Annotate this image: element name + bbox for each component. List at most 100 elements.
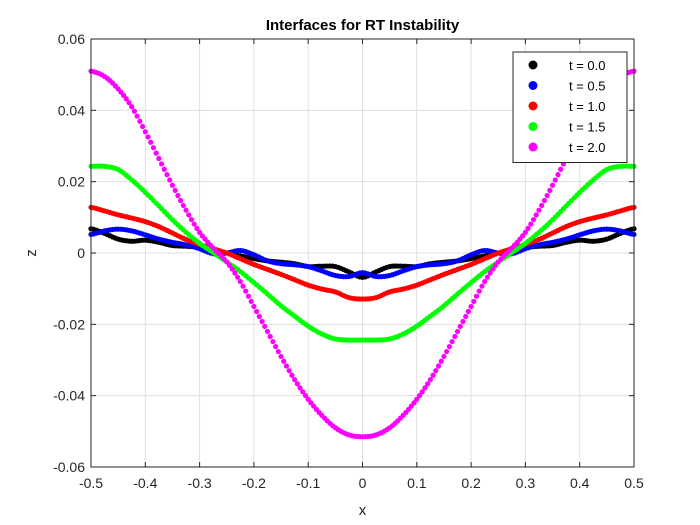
series-point: [188, 216, 195, 223]
series-point: [156, 155, 162, 162]
y-tick-label: 0: [77, 245, 85, 261]
series-point: [416, 392, 423, 399]
y-tick-label: -0.04: [53, 388, 85, 404]
series-point: [158, 161, 165, 167]
chart-title: Interfaces for RT Instability: [266, 17, 460, 34]
series-point: [232, 270, 238, 276]
x-tick-label: 0.5: [624, 475, 644, 491]
series-point: [294, 381, 300, 387]
series-point: [145, 134, 151, 140]
series-point: [476, 288, 482, 294]
series-point: [243, 288, 249, 294]
x-tick-label: 0.3: [516, 475, 536, 491]
series-point: [264, 328, 271, 335]
legend-entry: t = 1.5: [569, 120, 606, 135]
series-point: [153, 150, 159, 156]
series-point: [487, 270, 493, 276]
series-point: [452, 333, 458, 340]
series-point: [430, 372, 436, 378]
series-point: [131, 108, 138, 114]
series-point: [278, 353, 284, 360]
series-point: [273, 343, 279, 350]
series-point: [191, 221, 197, 227]
series-point: [267, 333, 273, 340]
legend-marker: [528, 101, 538, 111]
series-point: [444, 348, 450, 355]
series-point: [251, 303, 257, 310]
series-point: [528, 221, 534, 227]
series-point: [186, 212, 192, 218]
series-point: [419, 389, 425, 395]
series-point: [240, 283, 246, 289]
series-point: [446, 343, 452, 350]
y-tick-label: 0.02: [58, 174, 85, 190]
series-point: [248, 298, 254, 305]
y-tick-label: -0.06: [53, 459, 85, 475]
x-axis: -0.5 -0.4 -0.3 -0.2 -0.1 0 0.1 0.2 0.3 0.4 0.5: [79, 39, 644, 491]
series-point: [302, 392, 309, 399]
series-point: [300, 389, 306, 395]
series-point: [544, 192, 550, 199]
series-point: [235, 274, 241, 280]
series-point: [229, 266, 235, 272]
series-point: [520, 233, 526, 239]
series-point: [254, 308, 260, 315]
legend: t = 0.0 t = 0.5 t = 1.0 t = 1.5 t = 2.0: [512, 51, 628, 163]
legend-entry: t = 2.0: [569, 140, 606, 155]
series-point: [177, 197, 184, 204]
series-point: [490, 266, 496, 272]
y-axis: -0.06 -0.04 -0.02 0 0.02 0.04 0.06: [53, 31, 634, 475]
series-point: [270, 338, 276, 345]
series-point: [460, 318, 466, 325]
series-point: [422, 385, 428, 391]
y-tick-label: 0.06: [58, 31, 85, 47]
series-point: [292, 377, 298, 383]
series-point: [172, 187, 178, 193]
series-point: [468, 303, 474, 310]
series-point: [539, 202, 545, 209]
series-point: [427, 377, 433, 383]
series-point: [438, 358, 444, 364]
series-point: [471, 298, 477, 305]
y-tick-label: -0.02: [53, 316, 85, 332]
series-point: [286, 368, 292, 374]
series-point: [530, 216, 537, 223]
series-point: [484, 274, 490, 280]
x-tick-label: -0.2: [242, 475, 266, 491]
y-tick-label: 0.04: [58, 102, 85, 118]
y-axis-label: z: [23, 249, 40, 257]
series-point: [175, 192, 181, 199]
series-point: [123, 96, 129, 102]
series-point: [281, 358, 287, 364]
series-point: [297, 385, 303, 391]
x-tick-label: 0.2: [461, 475, 481, 491]
legend-marker: [528, 60, 538, 70]
series-point: [482, 278, 488, 285]
series-point: [536, 207, 542, 213]
series-point: [547, 187, 553, 193]
series-point: [237, 278, 243, 285]
x-tick-label: 0: [359, 475, 367, 491]
series-point: [533, 212, 539, 218]
series-point: [522, 229, 529, 235]
series-point: [558, 166, 564, 172]
series-point: [197, 229, 203, 235]
series-point: [435, 363, 442, 369]
series-point: [180, 202, 186, 209]
series-point: [150, 145, 157, 151]
x-tick-label: -0.1: [296, 475, 320, 491]
series-point: [262, 323, 268, 330]
legend-entry: t = 0.0: [569, 58, 606, 73]
series-point: [549, 182, 556, 188]
legend-marker: [528, 142, 538, 152]
series-point: [454, 328, 461, 335]
series-point: [139, 123, 146, 130]
series-point: [148, 139, 154, 145]
series-point: [449, 338, 455, 345]
series-point: [256, 313, 262, 320]
series-point: [167, 177, 173, 183]
x-tick-label: 0.1: [407, 475, 427, 491]
x-axis-label: x: [359, 502, 367, 519]
series-point: [525, 225, 531, 231]
series-point: [183, 207, 189, 213]
